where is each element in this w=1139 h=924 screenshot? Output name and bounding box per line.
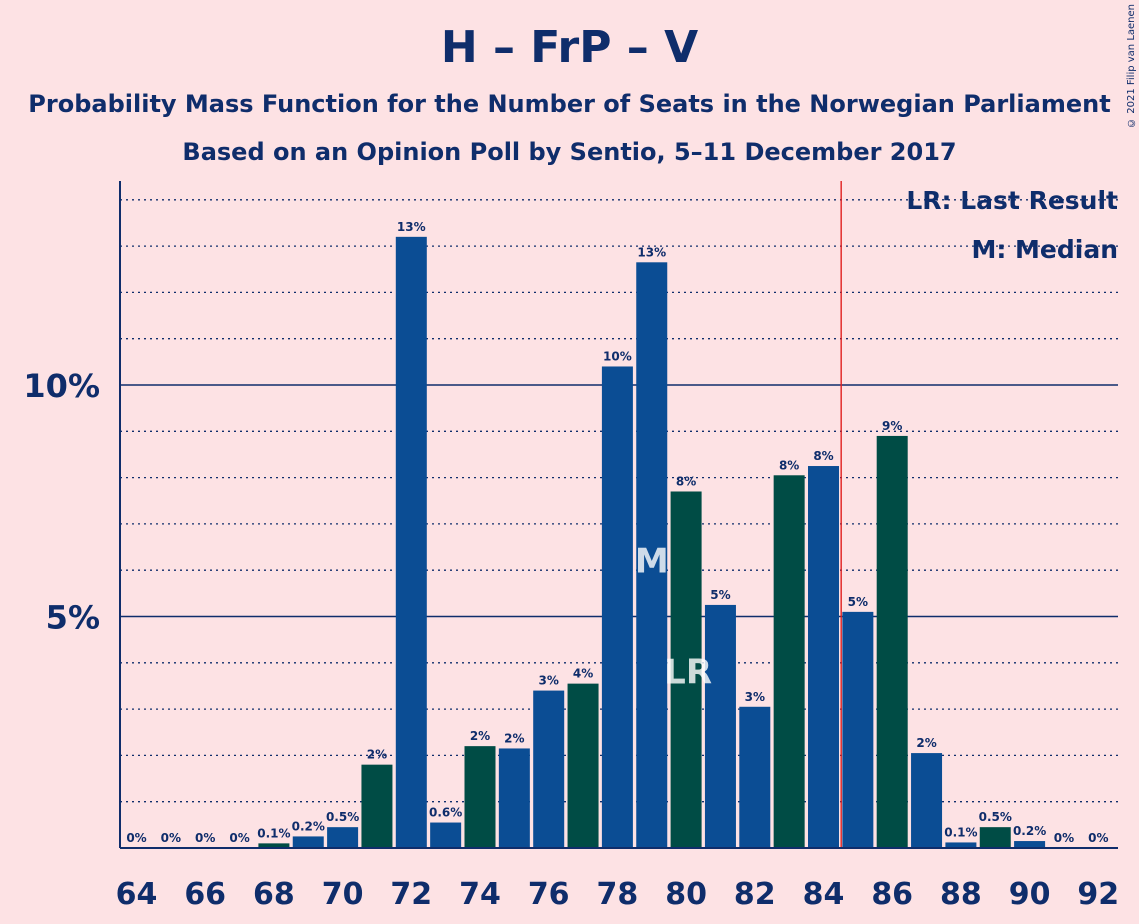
bars — [258, 236, 1046, 849]
bar-seat-85 — [842, 611, 874, 848]
bar-label-seat-79: 13% — [637, 245, 666, 259]
bar-label-seat-92: 0% — [1088, 831, 1108, 845]
bar-seat-76 — [533, 690, 565, 848]
bar-seat-80 — [670, 491, 702, 848]
x-tick-label: 86 — [871, 877, 913, 912]
bar-seat-79 — [636, 262, 668, 848]
bar-seat-88 — [945, 842, 977, 848]
bar-label-seat-71: 2% — [367, 748, 387, 762]
bar-label-seat-76: 3% — [539, 674, 559, 688]
bar-label-seat-88: 0.1% — [944, 825, 977, 839]
x-tick-label: 70 — [322, 877, 364, 912]
legend: LR: Last Result M: Median — [906, 186, 1118, 264]
x-tick-label: 82 — [734, 877, 776, 912]
bar-seat-71 — [361, 764, 393, 848]
bar-seat-84 — [808, 466, 839, 848]
x-tick-label: 68 — [253, 877, 295, 912]
bar-seat-70 — [327, 827, 359, 848]
bar-label-seat-68: 0.1% — [257, 826, 290, 840]
bar-seat-83 — [773, 475, 805, 848]
bar-labels: 0% 0% 0% 0% 0.1% 0.2%0.5%2%13%0.6%2% 2%3% 4%10%… — [126, 220, 1108, 845]
bar-seat-89 — [979, 827, 1011, 848]
bar-label-seat-91: 0% — [1054, 831, 1074, 845]
bar-label-seat-65: 0% — [161, 831, 181, 845]
bar-seat-68 — [258, 843, 290, 848]
bar-label-seat-80: 8% — [676, 474, 696, 488]
legend-median: M: Median — [971, 235, 1118, 264]
bar-label-seat-64: 0% — [126, 831, 146, 845]
bar-seat-69 — [292, 836, 324, 848]
bar-seat-78 — [601, 366, 633, 848]
bar-label-seat-69: 0.2% — [292, 819, 325, 833]
x-tick-label: 72 — [390, 877, 432, 912]
x-tick-label: 90 — [1009, 877, 1051, 912]
bar-label-seat-67: 0% — [229, 831, 249, 845]
chart-subtitle-1: Probability Mass Function for the Number… — [28, 90, 1111, 118]
bar-label-seat-77: 4% — [573, 667, 593, 681]
bar-label-seat-83: 8% — [779, 458, 799, 472]
bar-seat-87 — [911, 753, 943, 848]
bar-label-seat-72: 13% — [397, 220, 426, 234]
bar-label-seat-66: 0% — [195, 831, 215, 845]
y-tick-label: 5% — [46, 599, 100, 637]
chart-subtitle-2: Based on an Opinion Poll by Sentio, 5–11… — [182, 138, 957, 166]
median-marker: M — [635, 541, 669, 581]
bar-label-seat-86: 9% — [882, 419, 902, 433]
bar-label-seat-70: 0.5% — [326, 810, 359, 824]
bar-seat-72 — [395, 236, 427, 849]
legend-last-result: LR: Last Result — [906, 186, 1118, 215]
bar-label-seat-78: 10% — [603, 349, 632, 363]
bar-seat-81 — [704, 604, 736, 848]
bar-label-seat-90: 0.2% — [1013, 824, 1046, 838]
bar-label-seat-82: 3% — [745, 690, 765, 704]
bar-seat-86 — [876, 435, 908, 848]
chart-title: H – FrP – V — [440, 22, 699, 73]
x-tick-label: 80 — [665, 877, 707, 912]
bar-label-seat-84: 8% — [813, 449, 833, 463]
bar-label-seat-81: 5% — [710, 588, 730, 602]
bar-label-seat-85: 5% — [848, 595, 868, 609]
bar-label-seat-89: 0.5% — [979, 810, 1012, 824]
bar-label-seat-74: 2% — [470, 729, 490, 743]
x-tick-label: 74 — [459, 877, 501, 912]
bar-label-seat-73: 0.6% — [429, 806, 462, 820]
bar-seat-73 — [430, 822, 462, 848]
bar-label-seat-87: 2% — [916, 736, 936, 750]
bar-seat-90 — [1014, 841, 1046, 848]
x-tick-label: 84 — [803, 877, 845, 912]
x-tick-label: 66 — [184, 877, 226, 912]
last-result-marker: LR — [664, 652, 712, 692]
x-tick-label: 92 — [1077, 877, 1119, 912]
bar-seat-75 — [498, 748, 530, 848]
bar-seat-77 — [567, 683, 599, 848]
bar-seat-74 — [464, 746, 496, 848]
y-tick-label: 10% — [23, 367, 100, 405]
x-tick-label: 78 — [597, 877, 639, 912]
x-tick-label: 64 — [116, 877, 158, 912]
axes: 5% 10% 64 66 68 70 72 74 76 78 80 82 84 86 88 90 92 — [23, 181, 1119, 912]
x-tick-label: 76 — [528, 877, 570, 912]
bar-seat-82 — [739, 706, 771, 848]
bar-label-seat-75: 2% — [504, 731, 524, 745]
x-tick-label: 88 — [940, 877, 982, 912]
